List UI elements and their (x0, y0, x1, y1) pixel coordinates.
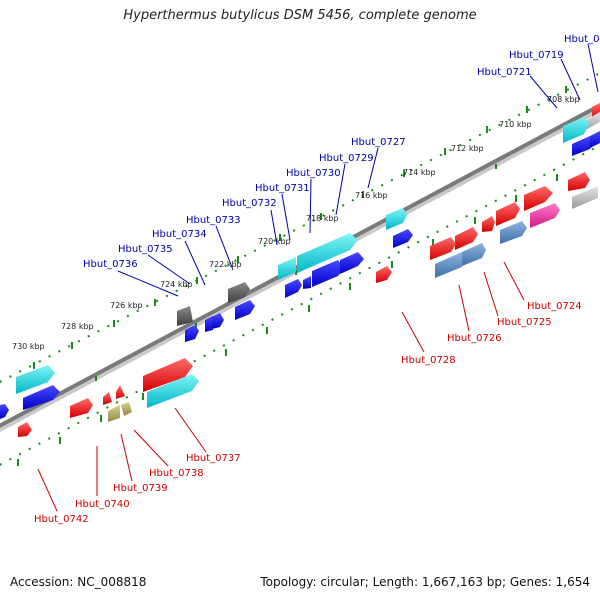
gene-label-hbut-0736[interactable]: Hbut_0736 (83, 259, 138, 270)
gene-silver-far-right (572, 186, 598, 209)
gene-red-0724a (524, 186, 553, 211)
gene-label-hbut-0731[interactable]: Hbut_0731 (255, 183, 310, 194)
gene-label-hbut-0740[interactable]: Hbut_0740 (75, 499, 130, 510)
gene-label-hbut-0728[interactable]: Hbut_0728 (401, 355, 456, 366)
gene-grey-0735 (177, 306, 193, 326)
gene-red-0726a (455, 227, 478, 250)
gene-blue-0731 (285, 279, 302, 298)
gene-blue-far-right (590, 131, 600, 148)
gene-label-hbut-0737[interactable]: Hbut_0737 (186, 453, 241, 464)
kbp-label-708: 708 kbp (547, 95, 580, 104)
forward-genes (0, 103, 600, 419)
kbp-label-718: 718 kbp (306, 214, 339, 223)
kbp-label-728: 728 kbp (61, 322, 94, 331)
gene-blue-708 (572, 136, 594, 156)
gene-blue-0730 (312, 260, 344, 287)
gene-label-hbut-0726[interactable]: Hbut_0726 (447, 333, 502, 344)
gene-label-hbut-0729[interactable]: Hbut_0729 (319, 153, 374, 164)
gene-red-0737 (143, 358, 193, 392)
gene-red-0728 (376, 266, 392, 283)
topology-info-text: Topology: circular; Length: 1,667,163 bp… (260, 575, 590, 589)
gene-steel-0726a (435, 252, 466, 278)
gene-red-0738b (103, 392, 112, 405)
gene-olive-0739b (121, 402, 132, 416)
gene-label-hbut-0724[interactable]: Hbut_0724 (527, 301, 582, 312)
gene-cyan-0727 (386, 208, 407, 230)
gene-red-0742 (18, 422, 32, 437)
reverse-genes (18, 172, 598, 437)
gene-red-far-right (568, 172, 590, 191)
gene-cyan-0731 (278, 257, 296, 280)
gene-cyan-708 (563, 117, 589, 143)
kbp-label-724: 724 kbp (160, 280, 193, 289)
gene-label-hbut-0733[interactable]: Hbut_0733 (186, 215, 241, 226)
gene-blue-0735 (185, 325, 199, 342)
forward-label-leaders (117, 43, 599, 297)
gene-red-0724b (496, 202, 520, 226)
accession-text: Accession: NC_008818 (10, 575, 147, 589)
gene-cyan-0729 (297, 233, 358, 273)
gene-label-hbut-0742[interactable]: Hbut_0742 (34, 514, 89, 525)
gene-label-hbut-0725[interactable]: Hbut_0725 (497, 317, 552, 328)
gene-label-hbut-0735[interactable]: Hbut_0735 (118, 244, 173, 255)
gene-label-hbut-0738[interactable]: Hbut_0738 (149, 468, 204, 479)
gene-steel-0726b (462, 243, 486, 266)
gene-olive-0739a (108, 405, 120, 422)
kbp-label-712: 712 kbp (451, 144, 484, 153)
gene-red-0725small (482, 216, 495, 232)
outer-major-ticks (33, 86, 567, 369)
gene-label-hbut-0734[interactable]: Hbut_0734 (152, 229, 207, 240)
gene-blue-0732small (303, 276, 311, 289)
gene-blue-0736 (23, 385, 60, 410)
gene-cyan-0737 (147, 374, 199, 408)
inner-major-ticks (17, 174, 558, 466)
kbp-label-722: 722 kbp (209, 260, 242, 269)
gene-red-0738a (116, 385, 125, 399)
gene-label-hbut-0719[interactable]: Hbut_0719 (509, 50, 564, 61)
kbp-label-726: 726 kbp (110, 301, 143, 310)
gene-cyan-0736 (16, 365, 55, 394)
gene-label-hbut-0721[interactable]: Hbut_0721 (477, 67, 532, 78)
kbp-label-730: 730 kbp (12, 342, 45, 351)
gene-blue-0727 (393, 229, 413, 248)
gene-label-hbut-0727[interactable]: Hbut_0727 (351, 137, 406, 148)
reverse-label-leaders (37, 261, 525, 512)
gene-blue-0729b (340, 252, 364, 274)
gene-blue-0734b (212, 313, 224, 329)
gene-blue-left-edge (0, 404, 9, 419)
gene-pink-0724 (530, 203, 560, 228)
gene-grey-0733 (228, 282, 250, 303)
gene-label-hbut-0732[interactable]: Hbut_0732 (222, 198, 277, 209)
gene-red-0740 (70, 398, 93, 418)
kbp-label-716: 716 kbp (355, 191, 388, 200)
gene-blue-0733 (235, 300, 255, 320)
kbp-label-710: 710 kbp (499, 120, 532, 129)
gene-label-hbut-0718[interactable]: Hbut_0718 (564, 34, 600, 45)
gene-steel-0725 (500, 221, 527, 244)
gene-red-0726b (430, 237, 456, 260)
kbp-label-720: 720 kbp (258, 237, 291, 246)
gene-blue-0734a (205, 316, 213, 332)
gene-label-hbut-0730[interactable]: Hbut_0730 (286, 168, 341, 179)
kbp-label-714: 714 kbp (403, 168, 436, 177)
genome-title: Hyperthermus butylicus DSM 5456, complet… (123, 8, 477, 23)
gene-label-hbut-0739[interactable]: Hbut_0739 (113, 483, 168, 494)
